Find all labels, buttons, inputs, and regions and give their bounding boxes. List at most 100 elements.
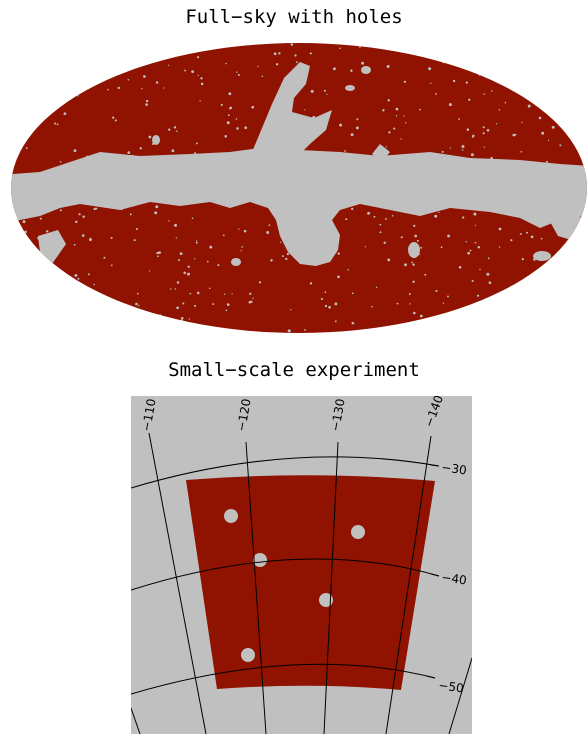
- point-source-hole: [543, 58, 546, 62]
- point-source-hole: [197, 74, 199, 76]
- point-source-hole: [339, 123, 343, 127]
- parallel-line-30: [131, 456, 440, 489]
- point-source-hole: [569, 120, 572, 122]
- point-source-hole: [196, 291, 200, 295]
- point-source-hole: [498, 109, 501, 111]
- point-source-hole: [543, 46, 547, 49]
- point-source-hole: [320, 297, 323, 301]
- point-source-hole: [141, 88, 143, 90]
- point-source-hole: [231, 293, 233, 295]
- point-source-hole: [581, 273, 585, 277]
- point-source-hole: [351, 203, 354, 206]
- point-source-hole: [350, 69, 353, 72]
- north-spur-hole: [252, 62, 332, 152]
- point-source-hole: [244, 126, 248, 130]
- point-source-hole: [13, 48, 16, 50]
- point-source-hole: [155, 205, 159, 209]
- point-source-hole: [435, 289, 438, 292]
- point-source-hole: [519, 90, 523, 94]
- point-source-hole: [238, 228, 240, 230]
- point-source-hole: [496, 159, 500, 163]
- point-source-hole: [79, 87, 83, 90]
- point-source-hole: [544, 169, 547, 172]
- fullsky-mollweide-map: [11, 43, 587, 333]
- point-source-hole: [570, 238, 573, 241]
- meridian-label-110: −110: [139, 398, 159, 433]
- point-source-hole: [13, 192, 15, 195]
- point-source-hole: [129, 157, 132, 160]
- point-source-hole: [374, 185, 377, 189]
- point-source-hole: [178, 322, 181, 325]
- point-source-hole: [498, 227, 502, 231]
- point-source-hole: [576, 271, 579, 274]
- point-source-hole: [15, 261, 17, 264]
- point-source-hole: [377, 177, 380, 180]
- point-source-hole: [89, 72, 91, 75]
- meridian-line-130: [323, 441, 339, 734]
- point-source-hole: [80, 78, 84, 82]
- point-source-hole: [486, 272, 490, 276]
- point-source-hole: [270, 259, 273, 262]
- point-source-hole: [103, 256, 106, 259]
- point-source-hole: [538, 321, 542, 325]
- point-source-hole: [200, 77, 203, 80]
- point-source-hole: [54, 298, 57, 301]
- point-source-hole: [458, 166, 460, 168]
- point-source-hole: [541, 131, 545, 135]
- point-source-hole: [284, 108, 287, 110]
- point-source-hole: [395, 107, 399, 111]
- point-source-hole: [22, 220, 26, 224]
- point-source-hole: [361, 61, 365, 65]
- point-source-hole: [525, 303, 529, 306]
- point-source-hole: [74, 273, 78, 277]
- point-source-hole: [77, 94, 79, 97]
- point-source-hole: [273, 52, 277, 56]
- point-source-hole: [16, 132, 19, 135]
- point-source-hole: [139, 183, 142, 185]
- point-source-hole: [249, 292, 252, 295]
- point-source-hole: [379, 231, 382, 234]
- point-source-hole: [520, 150, 523, 153]
- point-source-hole: [285, 257, 288, 261]
- point-source-hole: [187, 265, 190, 268]
- point-source-hole: [37, 236, 41, 240]
- point-source-hole: [507, 208, 510, 212]
- point-source-hole: [310, 89, 314, 93]
- point-source-hole: [474, 241, 477, 244]
- point-source-hole: [329, 236, 332, 240]
- point-source-hole: [286, 252, 290, 256]
- point-source-hole: [441, 150, 444, 153]
- point-source-hole: [90, 237, 92, 240]
- point-source-hole: [180, 319, 184, 322]
- point-source-hole: [137, 304, 140, 307]
- point-source-hole: [222, 234, 225, 237]
- point-source-hole: [145, 103, 148, 106]
- point-source-hole: [573, 211, 576, 215]
- point-source-hole: [193, 304, 197, 307]
- point-source-hole: [456, 47, 459, 50]
- point-source-hole: [26, 136, 28, 138]
- point-source-hole: [28, 205, 32, 209]
- point-source-hole: [420, 246, 423, 249]
- point-source-hole: [171, 149, 175, 153]
- point-source-hole: [21, 214, 25, 218]
- point-source-hole: [466, 198, 468, 200]
- meridian-label-120: −120: [234, 398, 254, 433]
- point-source-hole: [347, 269, 349, 271]
- point-source-hole: [387, 258, 391, 262]
- point-source-hole: [547, 221, 550, 224]
- point-source-hole: [62, 195, 65, 198]
- point-source-hole: [585, 264, 587, 267]
- point-source-hole: [375, 159, 378, 163]
- point-source-hole: [483, 317, 485, 319]
- point-source-hole: [400, 236, 403, 239]
- galactic-plane-hole: [11, 148, 587, 266]
- point-source-hole: [94, 168, 97, 171]
- point-source-hole: [112, 171, 114, 174]
- point-source-hole: [130, 171, 134, 175]
- point-source-hole: [261, 75, 264, 77]
- point-source-hole: [491, 168, 494, 171]
- point-source-hole: [527, 104, 531, 108]
- point-source-hole: [304, 329, 306, 331]
- point-source-hole: [458, 266, 462, 269]
